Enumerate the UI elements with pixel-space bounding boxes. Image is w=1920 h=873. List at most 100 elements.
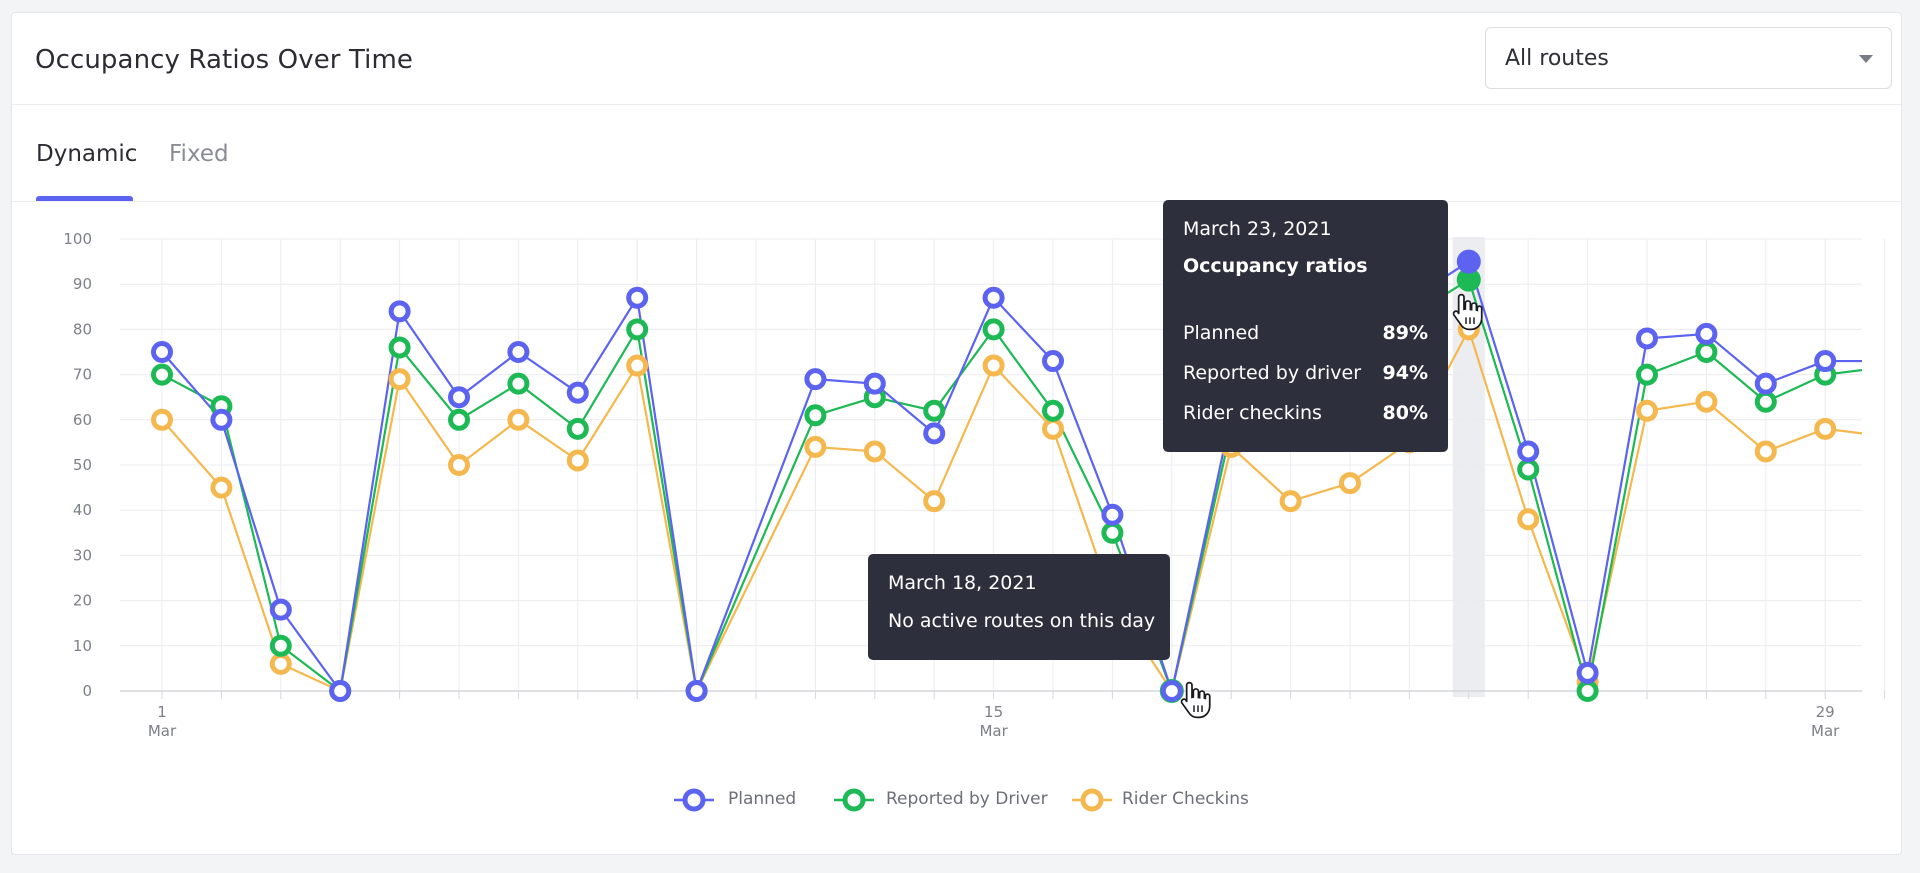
data-point-planned <box>982 286 1005 309</box>
tab-dynamic[interactable]: Dynamic <box>36 141 138 167</box>
card-header: Occupancy Ratios Over Time All routes <box>12 13 1901 105</box>
data-point-driver <box>1517 458 1540 481</box>
y-tick-label: 50 <box>73 456 92 474</box>
data-point-checkins <box>1517 508 1540 531</box>
tooltip-title: Occupancy ratios <box>1183 255 1368 277</box>
tooltip-row-label: Rider checkins <box>1183 402 1322 424</box>
tooltip-date: March 18, 2021 <box>888 572 1037 594</box>
data-point-checkins <box>1279 490 1302 513</box>
data-point-planned <box>1517 440 1540 463</box>
tooltip-row-label: Planned <box>1183 322 1260 344</box>
x-tick-label: 15 <box>984 703 1003 721</box>
hand-cursor-icon <box>1180 681 1211 719</box>
legend-item-checkins[interactable]: Rider Checkins <box>1070 787 1250 813</box>
y-tick-label: 80 <box>73 320 92 338</box>
data-point-checkins <box>1695 390 1718 413</box>
series-line-planned <box>161 260 1862 693</box>
data-point-driver <box>269 634 292 657</box>
data-point-driver <box>507 372 530 395</box>
data-point-driver <box>1754 390 1777 413</box>
data-point-checkins <box>923 490 946 513</box>
data-point-checkins <box>1754 440 1777 463</box>
x-tick-sublabel: Mar <box>1811 722 1840 740</box>
data-point-planned <box>269 598 292 621</box>
data-point-planned <box>626 286 649 309</box>
y-tick-label: 10 <box>73 637 92 655</box>
y-tick-label: 20 <box>73 592 92 610</box>
tooltip-row-value: 80% <box>1382 402 1428 424</box>
data-point-planned <box>151 341 173 363</box>
data-point-checkins <box>151 408 173 431</box>
data-point-checkins <box>982 354 1005 377</box>
tab-fixed[interactable]: Fixed <box>169 141 229 167</box>
tooltip-date: March 23, 2021 <box>1183 218 1332 240</box>
data-point-checkins <box>448 454 470 476</box>
data-point-planned <box>1754 372 1777 395</box>
data-point-driver <box>1695 341 1718 363</box>
data-point-driver <box>151 363 173 386</box>
data-point-planned <box>1160 680 1183 702</box>
data-point-driver <box>388 336 411 359</box>
data-point-driver <box>566 417 589 440</box>
legend-item-planned[interactable]: Planned <box>672 787 802 813</box>
tooltip-no-routes: March 18, 2021 No active routes on this … <box>868 554 1170 660</box>
y-tick-label: 40 <box>73 501 92 519</box>
legend-marker-driver <box>834 788 874 812</box>
y-tick-label: 100 <box>63 230 92 248</box>
occupancy-card: Occupancy Ratios Over Time All routes Dy… <box>11 12 1902 855</box>
data-point-planned <box>1636 327 1658 350</box>
data-point-planned <box>1456 249 1481 274</box>
data-point-planned <box>507 341 530 363</box>
data-point-driver <box>626 318 649 341</box>
data-point-planned <box>804 368 827 391</box>
data-point-planned <box>863 372 886 395</box>
tooltip-row-label: Reported by driver <box>1183 362 1362 384</box>
data-point-driver <box>982 318 1005 341</box>
tooltip-occupancy-ratios: March 23, 2021 Occupancy ratios Planned … <box>1163 200 1448 452</box>
data-point-checkins <box>388 368 411 391</box>
data-point-checkins <box>1042 417 1064 440</box>
tab-bar: Dynamic Fixed <box>12 105 1901 202</box>
legend-label-driver: Reported by Driver <box>886 789 1048 809</box>
data-point-planned <box>1814 350 1837 373</box>
route-filter-select[interactable]: All routes <box>1485 27 1892 89</box>
active-tab-indicator <box>36 196 133 201</box>
data-point-driver <box>448 408 470 431</box>
data-point-checkins <box>566 449 589 472</box>
data-point-checkins <box>1339 472 1361 495</box>
route-filter-value: All routes <box>1505 46 1609 71</box>
x-tick-sublabel: Mar <box>148 722 177 740</box>
legend-marker-checkins <box>1072 788 1112 812</box>
data-point-checkins <box>269 652 292 675</box>
y-tick-label: 70 <box>73 366 92 384</box>
data-point-driver <box>1101 521 1124 544</box>
legend-label-planned: Planned <box>728 789 797 809</box>
data-point-driver <box>1636 363 1658 386</box>
data-point-planned <box>685 680 708 702</box>
data-point-driver <box>804 404 827 427</box>
data-point-checkins <box>210 476 233 499</box>
data-point-planned <box>1576 661 1599 684</box>
data-point-planned <box>388 300 411 323</box>
data-point-driver <box>923 399 946 422</box>
data-point-planned <box>1101 503 1124 526</box>
tooltip-row-value: 94% <box>1382 362 1428 384</box>
chevron-down-icon[interactable] <box>1859 55 1873 63</box>
y-tick-label: 90 <box>73 275 92 293</box>
tooltip-message: No active routes on this day <box>888 610 1156 632</box>
data-point-checkins <box>1814 417 1837 440</box>
data-point-driver <box>1042 399 1064 422</box>
hand-cursor-icon <box>1452 293 1483 331</box>
data-point-planned <box>448 386 470 409</box>
y-tick-label: 0 <box>82 682 92 700</box>
data-point-planned <box>1695 322 1718 345</box>
legend-item-driver[interactable]: Reported by Driver <box>832 787 1048 813</box>
series-line-driver <box>161 278 1863 693</box>
y-tick-label: 60 <box>73 411 92 429</box>
data-point-planned <box>923 422 946 445</box>
data-point-planned <box>329 680 352 702</box>
x-tick-sublabel: Mar <box>979 722 1008 740</box>
data-point-driver <box>1576 680 1599 702</box>
data-point-planned <box>566 381 589 404</box>
